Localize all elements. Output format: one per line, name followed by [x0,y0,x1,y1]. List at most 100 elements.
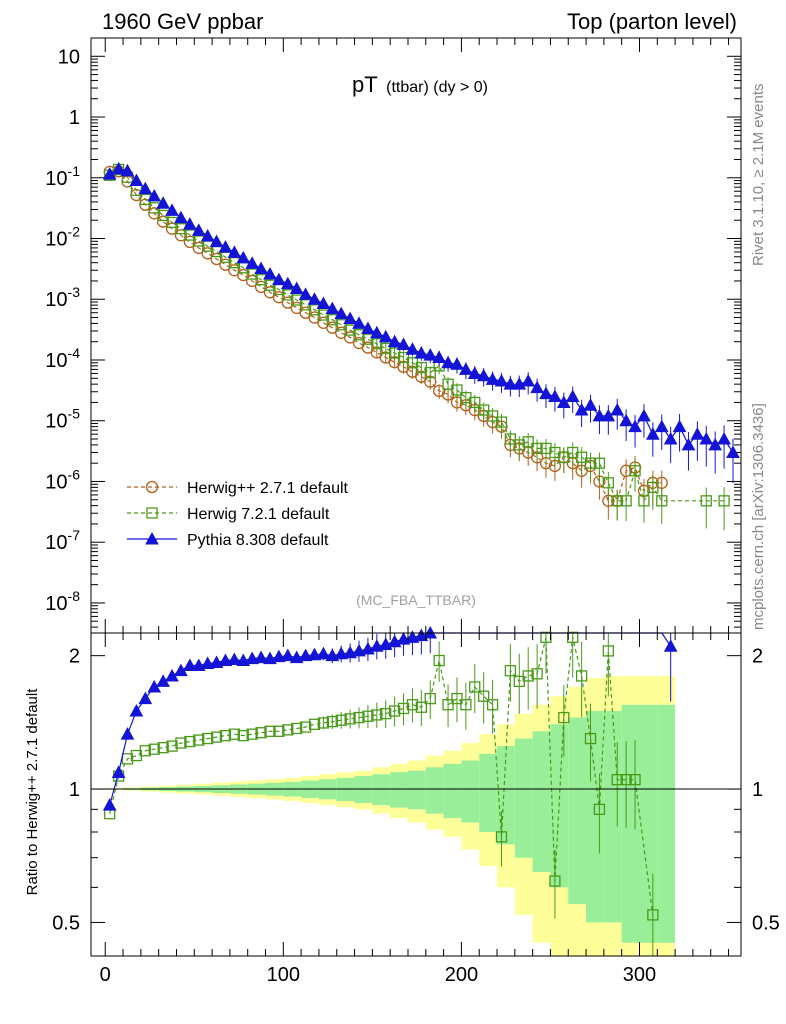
data-point-pythia [583,398,598,411]
ratio-point-herwig7 [344,713,356,725]
main-axes: 10-8 10-7 10-6 10-5 10-4 10-3 10-2 10-1 1 10 [45,37,742,634]
legend: Herwig++ 2.7.1 default Herwig 7.2.1 defau… [127,480,349,549]
band-green [372,774,391,806]
data-point-herwigpp [210,252,223,266]
ratio-point-pythia [102,798,117,811]
ratio-point-pythia [298,648,313,662]
x-tick-label: 0 [100,964,111,986]
band-green [390,772,408,808]
data-point-pythia [548,389,562,403]
data-point-pythia [298,287,313,300]
data-point-pythia [289,281,304,295]
data-point-pythia [405,342,420,355]
data-point-pythia [476,368,491,382]
ratio-point-herwig7 [380,707,392,720]
ratio-frame [90,632,742,957]
legend-label: Herwig++ 2.7.1 default [187,480,349,497]
ratio-y-tick-label: 0.5 [52,912,80,934]
ratio-y-tick-label-right: 2 [752,646,763,668]
data-point-pythia [191,223,206,236]
data-point-herwig7 [593,457,606,469]
data-point-herwig7 [469,396,481,409]
data-point-herwig7 [700,495,712,507]
ratio-point-herwig7 [424,692,436,705]
ratio-point-pythia [200,656,215,670]
data-point-pythia [138,181,153,195]
data-point-herwig7 [478,404,490,416]
data-point-pythia [396,337,411,350]
ratio-point-herwig7 [593,803,606,815]
ratio-point-pythia [280,648,295,662]
ratio-point-herwig7 [139,745,151,757]
data-point-pythia [646,427,660,440]
main-y-tick-label: 10-3 [45,284,80,311]
data-point-pythia [334,306,349,320]
ratio-point-herwig7 [460,699,472,711]
data-point-herwigpp [192,241,205,255]
ratio-point-herwig7 [282,724,294,736]
ratio-series-pythia [102,625,678,811]
ratio-point-herwig7 [264,725,276,737]
x-tick-label: 300 [623,964,656,986]
header-right: Top (parton level) [567,9,737,34]
main-y-tick-label: 10 [58,46,80,68]
data-point-herwigpp [183,235,196,249]
plot-title-main: pT [352,72,378,97]
data-point-pythia [209,234,224,248]
main-y-tick-label: 10-1 [45,163,80,190]
data-point-pythia [637,408,651,422]
ratio-point-herwig7 [193,734,205,746]
data-point-pythia [387,334,402,348]
ratio-point-pythia [182,658,197,672]
data-point-pythia [352,316,366,329]
ratio-point-herwig7 [362,710,374,722]
data-point-herwig7 [504,433,517,445]
ratio-point-herwig7 [620,774,632,786]
ratio-y-axis-label: Ratio to Herwig++ 2.7.1 default [24,688,41,896]
ratio-point-herwig7 [308,718,321,730]
data-point-pythia [494,374,509,387]
data-point-herwig7 [620,495,632,507]
ratio-point-herwig7 [335,714,347,726]
data-point-pythia [307,292,322,305]
ratio-point-herwig7 [166,740,178,752]
ratio-point-herwig7 [469,681,481,693]
band-green [532,731,551,872]
ratio-point-herwig7 [219,729,232,742]
ratio-point-herwig7 [210,731,223,743]
data-point-herwig7 [575,451,588,463]
data-point-pythia [726,445,740,458]
data-point-pythia [280,276,295,290]
ratio-point-pythia [254,650,268,664]
ratio-point-herwig7 [273,725,285,737]
data-point-pythia [628,419,642,433]
ratio-point-herwig7 [611,774,623,786]
ratio-point-pythia [120,727,135,740]
data-point-herwigpp [165,222,179,235]
ratio-point-pythia [111,765,126,778]
ratio-y-tick-label: 1 [69,779,80,801]
data-point-pythia [423,348,438,361]
ratio-point-herwig7 [291,722,303,735]
legend-marker [145,480,159,494]
ratio-point-herwig7 [478,690,490,702]
main-y-tick-label: 1 [69,107,80,129]
legend-marker [146,507,158,519]
data-point-pythia [690,427,705,440]
ratio-point-herwig7 [629,774,641,786]
data-point-pythia [467,366,482,379]
ratio-point-pythia [272,649,286,663]
data-point-herwig7 [718,495,730,507]
ratio-point-herwig7 [406,699,419,711]
data-point-herwigpp [343,331,357,344]
main-y-tick-label: 10-6 [45,466,80,493]
data-point-herwigpp [619,464,633,477]
ratio-point-pythia [138,691,153,705]
data-point-pythia [236,250,251,264]
ratio-point-herwig7 [121,753,134,765]
data-point-pythia [414,346,429,359]
data-point-herwigpp [174,229,188,242]
band-green [568,717,587,905]
ratio-point-herwig7 [371,709,383,721]
